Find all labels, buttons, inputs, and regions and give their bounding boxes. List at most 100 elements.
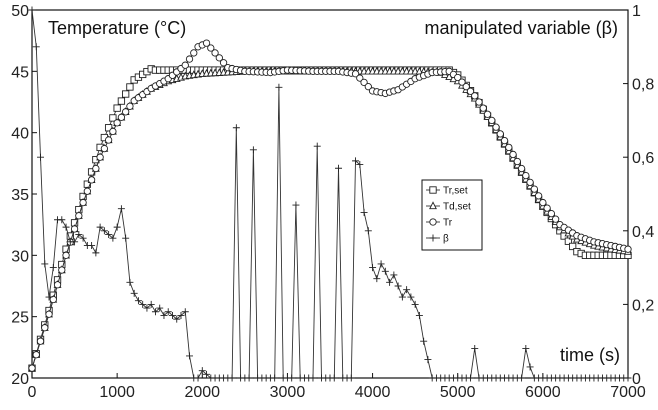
data-point	[160, 311, 168, 319]
data-point	[202, 39, 211, 47]
x-tick-label: 3000	[270, 384, 306, 401]
data-point	[569, 242, 577, 251]
data-point	[471, 92, 479, 100]
data-point	[164, 308, 172, 316]
x-tick-label: 2000	[184, 384, 220, 401]
data-point	[624, 245, 632, 253]
data-point	[369, 264, 377, 272]
data-point	[168, 311, 176, 319]
data-point	[373, 275, 381, 283]
data-point	[211, 49, 219, 57]
data-point	[75, 230, 83, 238]
data-point	[309, 374, 317, 382]
data-point	[356, 161, 364, 169]
legend-marker	[429, 186, 437, 194]
data-point	[547, 209, 556, 218]
series-plus	[28, 6, 632, 382]
data-point	[100, 227, 108, 235]
y-left-tick-label: 35	[11, 187, 29, 204]
data-point	[394, 282, 402, 290]
data-point	[113, 223, 121, 231]
data-point	[335, 164, 343, 172]
data-point	[518, 374, 526, 382]
legend-label: Tr	[443, 218, 453, 229]
data-point	[41, 324, 49, 332]
data-point	[130, 289, 138, 297]
data-point	[351, 70, 360, 78]
data-point	[356, 74, 364, 82]
data-point	[330, 374, 338, 382]
data-point	[185, 55, 194, 63]
legend-item: Td,set	[426, 201, 471, 213]
data-point	[71, 238, 79, 246]
legend-label: β	[443, 234, 449, 245]
y-axis-left-title: Temperature (°C)	[48, 18, 186, 38]
data-point	[79, 234, 87, 242]
data-point	[198, 367, 206, 375]
data-point	[420, 337, 428, 345]
x-tick-label: 4000	[355, 384, 391, 401]
data-point	[75, 212, 83, 220]
data-point	[109, 114, 117, 122]
data-point	[126, 102, 134, 110]
data-point	[471, 345, 479, 353]
data-point	[407, 293, 415, 301]
data-point	[624, 374, 632, 382]
data-point	[360, 78, 368, 87]
data-point	[398, 293, 406, 301]
data-point	[181, 308, 189, 316]
data-point	[415, 311, 423, 319]
data-point	[156, 304, 164, 312]
data-point	[62, 251, 70, 259]
data-point	[483, 110, 492, 118]
data-point	[88, 242, 96, 250]
data-point	[53, 281, 62, 289]
data-point	[139, 300, 147, 308]
data-point	[49, 295, 57, 304]
data-point	[292, 201, 300, 209]
data-point	[105, 230, 113, 238]
data-point	[126, 83, 134, 91]
legend: Tr,set Td,set Tr β	[421, 179, 483, 251]
series-circle	[28, 39, 632, 372]
data-point	[228, 374, 236, 382]
y-left-tick-label: 20	[11, 371, 29, 388]
x-tick-label: 7000	[610, 384, 646, 401]
y-left-tick-label: 30	[11, 248, 29, 265]
data-point	[186, 352, 194, 360]
legend-label: Tr,set	[443, 186, 468, 197]
y-right-tick-label: 0,4	[632, 224, 654, 241]
data-point	[113, 104, 121, 112]
data-point	[534, 192, 543, 200]
data-point	[203, 370, 211, 378]
legend-item: Tr,set	[426, 186, 468, 197]
x-axis-title: time (s)	[560, 345, 620, 365]
data-point	[352, 157, 360, 165]
data-point	[117, 113, 126, 121]
data-point	[530, 185, 538, 193]
x-tick-label: 5000	[440, 384, 476, 401]
data-point	[177, 311, 185, 319]
data-point	[58, 216, 66, 224]
data-point	[109, 234, 117, 242]
data-point	[462, 83, 470, 91]
x-tick-label: 0	[28, 384, 37, 401]
data-point	[28, 6, 36, 14]
data-point	[36, 337, 45, 345]
data-point	[364, 83, 372, 91]
legend-label: Td,set	[443, 202, 471, 213]
data-point	[151, 308, 159, 316]
data-point	[109, 127, 117, 136]
data-point	[411, 300, 419, 308]
data-point	[466, 87, 475, 95]
y-right-tick-label: 0,8	[632, 77, 654, 94]
y-right-tick-label: 1	[632, 3, 641, 20]
data-point	[313, 142, 321, 150]
data-point	[32, 351, 40, 359]
data-point	[122, 234, 130, 242]
data-point	[381, 267, 389, 275]
legend-item: β	[426, 234, 449, 245]
data-point	[49, 264, 57, 272]
data-point	[83, 187, 91, 195]
data-point	[364, 227, 372, 235]
